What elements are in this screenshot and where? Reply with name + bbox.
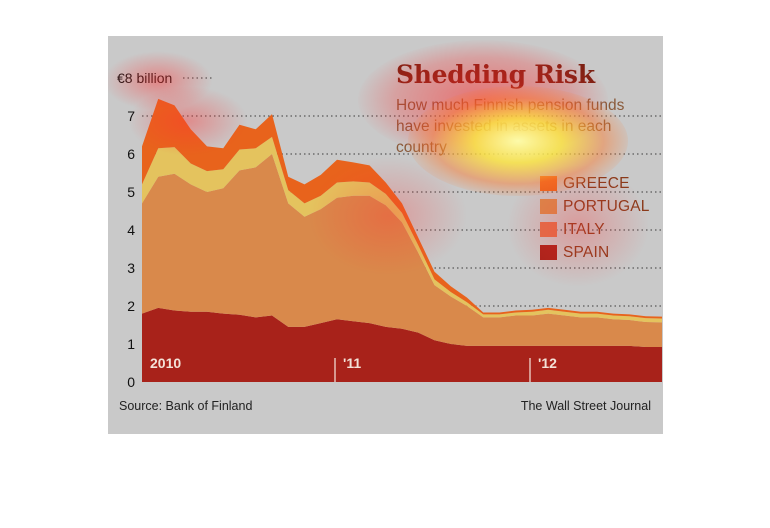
legend-item-greece: GREECE — [540, 172, 650, 195]
y-tick-label: 0 — [127, 374, 135, 390]
legend-label-greece: GREECE — [563, 174, 630, 192]
area-spain — [142, 307, 662, 382]
legend-label-portugal: PORTUGAL — [563, 197, 650, 215]
x-tick-label: '11 — [343, 355, 361, 371]
y-tick-label: 6 — [127, 146, 135, 162]
legend-swatch-portugal — [540, 199, 557, 214]
legend-swatch-italy — [540, 222, 557, 237]
area-portugal — [142, 154, 662, 348]
y-tick-label: 2 — [127, 298, 135, 314]
legend-item-spain: SPAIN — [540, 241, 650, 264]
axis-labels: 0 1 2 3 4 5 6 7 €8 billion 2010 '11 '12 — [117, 70, 557, 390]
x-tick-label: '12 — [538, 355, 557, 371]
chart-plot: 0 1 2 3 4 5 6 7 €8 billion 2010 '11 '12 — [117, 70, 662, 390]
y-tick-label: 7 — [127, 108, 135, 124]
y-tick-label: 4 — [127, 222, 135, 238]
x-tick-label: 2010 — [150, 355, 181, 371]
legend-label-italy: ITALY — [563, 220, 605, 238]
chart-card: 0 1 2 3 4 5 6 7 €8 billion 2010 '11 '12 Shedding Ri… — [108, 36, 663, 434]
source-note: Source: Bank of Finland — [119, 399, 253, 413]
publisher-credit: The Wall Street Journal — [520, 399, 651, 413]
legend-swatch-spain — [540, 245, 557, 260]
legend-item-italy: ITALY — [540, 218, 650, 241]
legend-swatch-greece — [540, 176, 557, 191]
legend-label-spain: SPAIN — [563, 243, 610, 261]
y-tick-label: 3 — [127, 260, 135, 276]
chart-title: Shedding Risk — [396, 60, 595, 89]
y-tick-label: 5 — [127, 184, 135, 200]
legend-item-portugal: PORTUGAL — [540, 195, 650, 218]
y-axis-top-label: €8 billion — [117, 70, 172, 86]
stacked-areas — [142, 98, 662, 382]
y-tick-label: 1 — [127, 336, 135, 352]
area-greece — [142, 98, 662, 319]
chart-legend: GREECE PORTUGAL ITALY SPAIN — [540, 172, 650, 264]
chart-subtitle: How much Finnish pension funds have inve… — [396, 97, 625, 156]
